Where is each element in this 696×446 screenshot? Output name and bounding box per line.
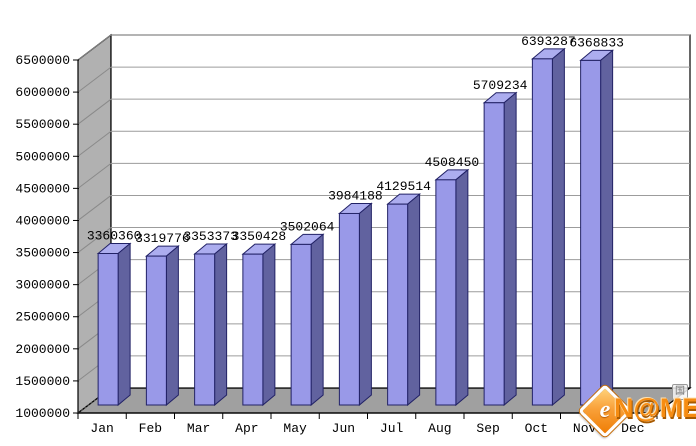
bar-data-label: 3353373	[183, 229, 238, 244]
bar-jul	[387, 203, 409, 406]
wall-gridline	[77, 130, 112, 157]
bar-data-label: 3360360	[87, 229, 142, 244]
bar-sep	[483, 102, 505, 406]
bar-jun	[338, 212, 360, 406]
y-axis-tick-label: 2000000	[15, 342, 70, 357]
x-axis-label: Jan	[90, 421, 113, 436]
y-axis-tick-label: 3500000	[15, 246, 70, 261]
bar-side-feb	[165, 245, 179, 407]
bar-side-nov	[600, 49, 614, 407]
bar-data-label: 3319776	[135, 231, 190, 246]
wall-gridline	[77, 227, 112, 253]
y-axis-tick-label: 4000000	[15, 213, 70, 228]
bar-data-label: 5709234	[473, 78, 528, 93]
bar-data-label: 4508450	[425, 155, 480, 170]
bar-side-mar	[214, 242, 228, 407]
y-axis-tick-label: 5500000	[15, 117, 70, 132]
y-axis-tick-label: 5000000	[15, 149, 70, 164]
bar-side-sep	[503, 91, 517, 407]
x-axis-label: Nov	[573, 421, 597, 436]
watermark-country-badge: 国	[672, 384, 688, 400]
bar-data-label: 6393287	[521, 34, 576, 49]
x-axis-label: Apr	[235, 421, 258, 436]
y-axis-tick-label: 2500000	[15, 310, 70, 325]
watermark-logo: e 国 N@ME	[578, 384, 696, 438]
y-axis-tick-label: 4500000	[15, 181, 70, 196]
bar-side-apr	[262, 243, 276, 407]
floor-wall-corner	[77, 387, 112, 414]
y-axis-tick-label: 3000000	[15, 278, 70, 293]
bar-side-jan	[117, 242, 131, 407]
y-axis-tick-label: 1000000	[15, 406, 70, 421]
wall-gridline	[77, 195, 112, 221]
watermark-text: N@ME	[614, 393, 696, 423]
bar-side-may	[310, 233, 324, 407]
bar-side-jun	[358, 202, 372, 407]
y-axis-tick-label: 6500000	[15, 53, 70, 68]
x-axis-label: Aug	[428, 421, 451, 436]
bar-mar	[194, 253, 216, 406]
bar-oct	[531, 58, 553, 406]
wall-gridline	[77, 98, 112, 125]
y-axis-tick-label: 1500000	[15, 374, 70, 389]
bar-data-label: 3350428	[232, 229, 287, 244]
bar-data-label: 3984188	[328, 188, 383, 203]
x-axis-label: Dec	[621, 421, 644, 436]
bar-data-label: 3502064	[280, 219, 335, 234]
x-axis-label: Feb	[139, 421, 162, 436]
bar-data-label: 6368833	[569, 35, 624, 50]
bar-side-aug	[455, 168, 469, 407]
bar-nov	[580, 59, 602, 406]
bar-apr	[242, 253, 264, 406]
x-axis-label: Jun	[332, 421, 355, 436]
bar-jan	[97, 253, 119, 406]
wall-gridline	[77, 34, 112, 61]
x-axis-label: Sep	[476, 421, 499, 436]
bar-aug	[435, 179, 457, 406]
bar-feb	[145, 255, 167, 406]
bar-side-oct	[551, 47, 565, 407]
x-axis-label: Mar	[187, 421, 210, 436]
bar-side-jul	[407, 193, 421, 407]
bar-may	[290, 243, 312, 406]
bar-data-label: 4129514	[376, 179, 431, 194]
wall-gridline	[77, 162, 112, 189]
x-axis-label: Oct	[525, 421, 548, 436]
y-axis-tick-label: 6000000	[15, 85, 70, 100]
x-axis-label: May	[283, 421, 307, 436]
wall-gridline	[77, 66, 112, 93]
x-axis-label: Jul	[380, 421, 404, 436]
